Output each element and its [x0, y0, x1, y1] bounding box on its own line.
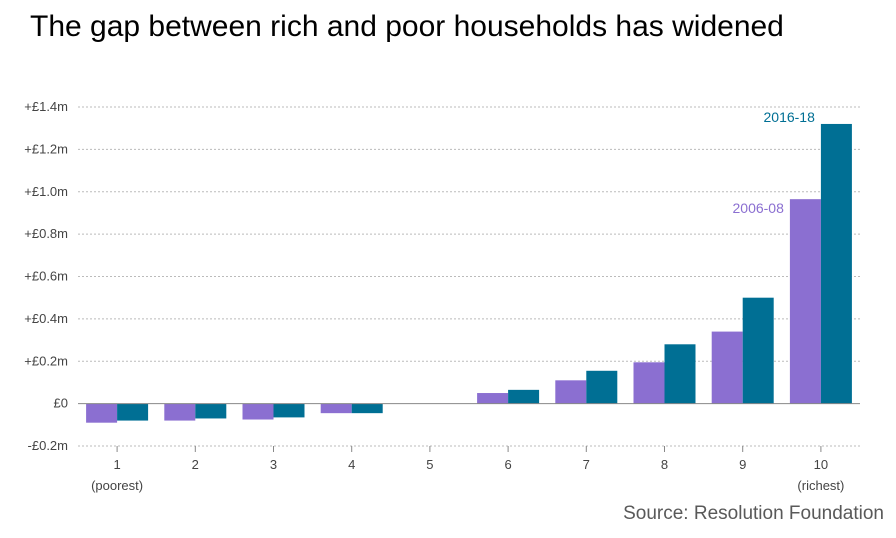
x-tick-label: 6	[504, 457, 511, 472]
x-tick-label: 1	[113, 457, 120, 472]
bar-2016-18-decile-3	[273, 403, 305, 418]
series-label-2016-18: 2016-18	[764, 109, 816, 125]
y-tick-label: +£1.0m	[24, 184, 68, 199]
bar-2016-18-decile-10	[820, 123, 852, 404]
chart-title: The gap between rich and poor households…	[30, 10, 784, 43]
y-tick-label: +£1.4m	[24, 99, 68, 114]
y-tick-label: +£0.4m	[24, 311, 68, 326]
axis-layer: +£1.4m +£1.2m +£1.0m +£0.8m +£0.6m +£0.4m +£0.…	[24, 99, 860, 493]
y-tick-label: -£0.2m	[28, 438, 68, 453]
x-tick-label: 3	[270, 457, 277, 472]
bar-2016-18-decile-4	[351, 403, 383, 414]
bar-2016-18-decile-2	[195, 403, 227, 419]
bar-2006-08-decile-4	[320, 403, 352, 414]
bar-2016-18-decile-9	[742, 297, 774, 404]
bar-2016-18-decile-1	[117, 403, 149, 421]
bar-2006-08-decile-7	[555, 380, 587, 404]
x-tick-sublabel: (poorest)	[91, 478, 143, 493]
labels-layer: 2006-08 2016-18	[733, 109, 816, 216]
x-tick-label: 2	[192, 457, 199, 472]
bar-2006-08-decile-9	[711, 331, 743, 404]
bar-2016-18-decile-8	[664, 344, 696, 404]
x-tick-label: 5	[426, 457, 433, 472]
bar-2016-18-decile-7	[586, 370, 618, 404]
y-tick-label: +£1.2m	[24, 141, 68, 156]
source-note: Source: Resolution Foundation	[623, 503, 884, 524]
y-tick-label: +£0.6m	[24, 269, 68, 284]
bar-2006-08-decile-10	[789, 199, 821, 404]
x-tick-label: 7	[583, 457, 590, 472]
x-tick-label: 10	[814, 457, 828, 472]
bar-2006-08-decile-8	[633, 362, 665, 404]
bar-2006-08-decile-2	[164, 403, 196, 421]
bar-2016-18-decile-6	[508, 389, 540, 404]
x-tick-label: 4	[348, 457, 355, 472]
x-tick-sublabel: (richest)	[797, 478, 844, 493]
y-tick-label: +£0.8m	[24, 226, 68, 241]
bar-2006-08-decile-3	[242, 403, 274, 420]
y-tick-label: £0	[54, 396, 68, 411]
bar-2006-08-decile-1	[86, 403, 118, 423]
series-label-2006-08: 2006-08	[733, 200, 785, 216]
bars-layer	[86, 123, 852, 423]
x-tick-label: 8	[661, 457, 668, 472]
bar-2006-08-decile-6	[477, 393, 509, 404]
x-tick-label: 9	[739, 457, 746, 472]
y-tick-label: +£0.2m	[24, 353, 68, 368]
